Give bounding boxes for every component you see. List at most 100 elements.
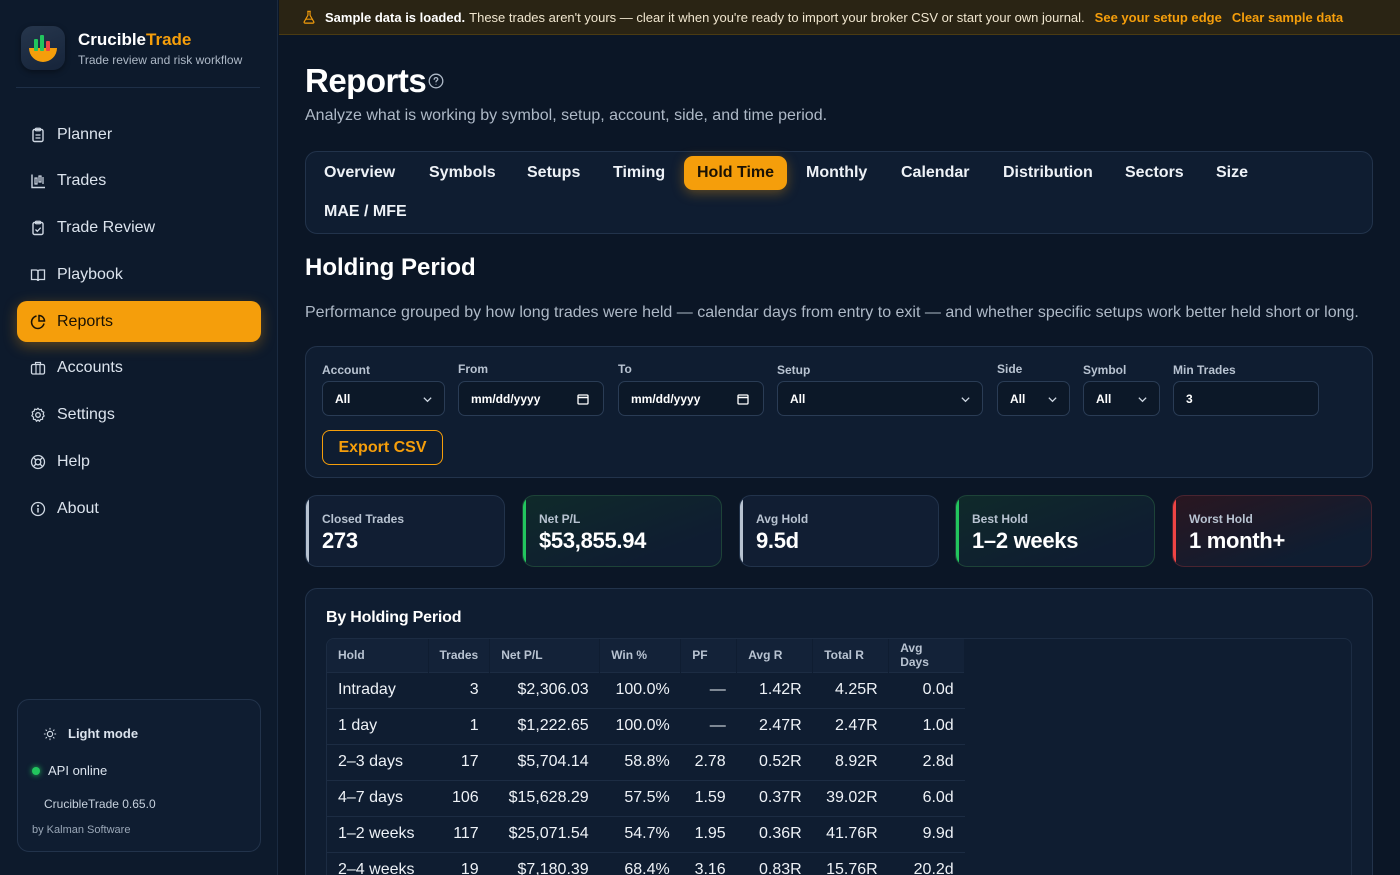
light-mode-toggle[interactable]: Light mode [43,726,138,741]
table-row[interactable]: Intraday 3 $2,306.03 100.0% —1.42R 4.25R 0.0d [327,671,965,708]
sidebar-item-accounts[interactable]: Accounts [17,348,261,389]
banner-title: Sample data is loaded. [325,9,466,25]
cell-total-r: 4.25R [812,671,889,708]
brand[interactable]: CrucibleTrade Trade review and risk work… [21,26,242,70]
table-row[interactable]: 1–2 weeks 117 $25,071.54 54.7% 1.95 0.36R 41.7… [327,815,965,852]
cell-net-pl: $1,222.65 [489,707,600,744]
min-trades-input[interactable]: 3 [1173,381,1319,416]
side-select[interactable]: All [997,381,1070,416]
tab-size[interactable]: Size [1216,164,1249,181]
table-row[interactable]: 2–4 weeks 19 $7,180.39 68.4% 3.16 0.83R 15.76R… [327,851,965,875]
cell-avg-r: 2.47R [736,707,813,744]
sidebar-item-planner[interactable]: Planner [17,114,261,155]
column-header-win-pct[interactable]: Win % [599,639,682,672]
symbol-select[interactable]: All [1083,381,1160,416]
cell-avg-days: 2.8d [888,743,965,780]
sidebar-item-help[interactable]: Help [17,442,261,483]
cell-trades: 3 [428,671,490,708]
to-date-value: mm/dd/yyyy [631,391,701,406]
tab-timing[interactable]: Timing [613,164,666,181]
kpi-value: 273 [322,528,358,553]
light-mode-label: Light mode [68,726,139,741]
cell-hold: Intraday [327,671,428,708]
side-label: Side [997,362,1023,376]
cell-avg-r: 0.83R [736,851,813,875]
tab-sectors[interactable]: Sectors [1125,164,1184,181]
setup-value: All [790,391,806,406]
cell-hold: 2–3 days [327,743,428,780]
column-header-avg-days[interactable]: Avg Days [888,639,966,672]
sidebar: CrucibleTrade Trade review and risk work… [0,0,278,875]
see-setup-edge-link[interactable]: See your setup edge [1094,9,1222,25]
tab-monthly[interactable]: Monthly [806,164,868,181]
to-date-input[interactable]: mm/dd/yyyy [618,381,764,416]
cell-trades: 19 [428,851,490,875]
account-label: Account [322,363,370,377]
flask-icon [303,10,315,24]
cell-trades: 1 [428,707,490,744]
cell-total-r: 2.47R [812,707,889,744]
cell-hold: 2–4 weeks [327,851,428,875]
cell-hold: 1 day [327,707,428,744]
tab-calendar[interactable]: Calendar [901,164,970,181]
clear-sample-data-link[interactable]: Clear sample data [1231,9,1344,25]
table-row[interactable]: 2–3 days 17 $5,704.14 58.8% 2.78 0.52R 8.92R 2.… [327,743,965,780]
tab-distribution[interactable]: Distribution [1003,164,1093,181]
kpi-closed-trades: Closed Trades 273 [305,495,505,567]
cell-pf: — [680,707,737,744]
cell-pf: 3.16 [680,851,737,875]
cell-total-r: 41.76R [812,815,889,852]
sidebar-item-trades[interactable]: Trades [17,161,261,202]
cell-pf: — [680,671,737,708]
cell-total-r: 39.02R [812,779,889,816]
export-csv-button[interactable]: Export CSV [322,430,443,465]
column-header-avg-r[interactable]: Avg R [736,639,814,672]
cell-avg-r: 0.37R [736,779,813,816]
column-header-trades[interactable]: Trades [428,639,491,672]
cell-avg-days: 9.9d [888,815,965,852]
kpi-avg-hold: Avg Hold 9.5d [739,495,939,567]
table-row[interactable]: 1 day 1 $1,222.65 100.0% —2.47R 2.47R 1.0d [327,707,965,744]
help-circle-icon[interactable] [428,73,444,89]
column-header-hold[interactable]: Hold [327,639,429,672]
sidebar-item-trade-review[interactable]: Trade Review [17,208,261,249]
cell-avg-r: 0.52R [736,743,813,780]
chevron-down-icon [423,397,432,403]
setup-label: Setup [777,363,811,377]
column-header-pf[interactable]: PF [680,639,738,672]
sidebar-item-about[interactable]: About [17,488,261,529]
chevron-down-icon [961,397,970,403]
sidebar-item-settings[interactable]: Settings [17,395,261,436]
info-icon [30,501,46,517]
tab-mae-mfe[interactable]: MAE / MFE [324,203,407,220]
sidebar-item-label: Trades [57,172,107,190]
tab-overview[interactable]: Overview [324,164,396,181]
tab-setups[interactable]: Setups [527,164,581,181]
sidebar-item-label: About [57,499,99,517]
cell-win-pct: 68.4% [599,851,681,875]
setup-select[interactable]: All [777,381,983,416]
account-select[interactable]: All [322,381,445,416]
from-date-input[interactable]: mm/dd/yyyy [458,381,604,416]
column-header-net-pl[interactable]: Net P/L [489,639,601,672]
api-status-label: API online [48,763,108,778]
sidebar-item-label: Settings [57,406,115,424]
byline: by Kalman Software [32,824,131,836]
divider [16,87,260,88]
cell-avg-r: 1.42R [736,671,813,708]
pie-chart-icon [30,314,46,329]
sidebar-nav: Planner Trades Trade Review Playbook Rep… [17,114,261,535]
sidebar-item-label: Accounts [57,359,123,377]
tab-hold-time[interactable]: Hold Time [684,156,788,190]
sidebar-item-reports[interactable]: Reports [17,301,261,343]
sidebar-item-playbook[interactable]: Playbook [17,254,261,295]
tab-symbols[interactable]: Symbols [429,164,496,181]
kpi-label: Avg Hold [756,512,809,526]
kpi-best-hold: Best Hold 1–2 weeks [955,495,1155,567]
column-header-total-r[interactable]: Total R [812,639,890,672]
chevron-down-icon [1048,397,1057,403]
symbol-label: Symbol [1083,363,1127,377]
sidebar-footer: Light mode API online CrucibleTrade 0.65… [17,699,261,852]
table-row[interactable]: 4–7 days 106 $15,628.29 57.5% 1.59 0.37R 39.02… [327,779,965,816]
cell-win-pct: 100.0% [599,671,681,708]
